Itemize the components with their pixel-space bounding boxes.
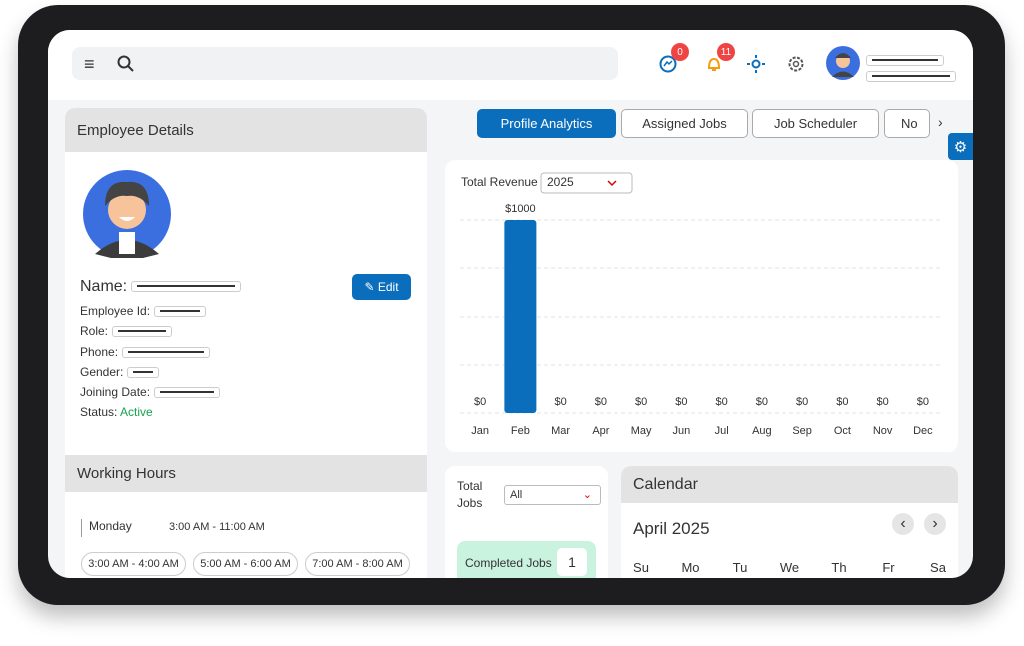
x-tick-label: Aug [752, 425, 772, 437]
x-tick-label: May [631, 425, 652, 437]
field-label: Phone: [80, 345, 119, 359]
jobs-card: Total Jobs All ⌄ Completed Jobs 1 [445, 466, 608, 578]
edit-label: Edit [377, 280, 399, 294]
prev-month[interactable]: ‹ [892, 513, 914, 535]
jobs-filter[interactable]: All ⌄ [504, 485, 601, 505]
theme-icon[interactable] [747, 55, 765, 73]
time-slot[interactable]: 5:00 AM - 6:00 AM [193, 552, 298, 576]
badge: 0 [671, 43, 689, 61]
x-tick-label: Nov [873, 425, 893, 437]
bell-icon[interactable] [705, 55, 723, 73]
month: April 2025 [633, 519, 710, 538]
year: 2025 [547, 175, 574, 189]
weekday: Fr [882, 560, 895, 575]
x-tick-label: Sep [792, 425, 812, 437]
field-label: Status: [80, 405, 118, 419]
x-tick-label: Oct [834, 425, 851, 437]
day: Monday [81, 519, 132, 537]
year-select[interactable] [540, 172, 633, 194]
weekday: Sa [930, 560, 946, 575]
calendar-card: Calendar April 2025 ‹ › Su Mo Tu We Th Fr Sa [621, 466, 958, 578]
tab[interactable]: Profile Analytics [477, 109, 616, 138]
messenger-icon[interactable] [659, 55, 677, 73]
weekday: Mo [681, 560, 700, 575]
completed-label: Completed Jobs [465, 556, 552, 570]
time-slot[interactable]: 7:00 AM - 8:00 AM [305, 552, 410, 576]
settings-toggle[interactable]: ⚙ [948, 133, 973, 160]
jobs-title: Total Jobs [457, 479, 483, 510]
x-tick-label: Jan [471, 425, 489, 437]
chart: Total Revenue 2025 Jan $0 Feb $1000 Mar $0 Apr… [460, 172, 943, 437]
weekday: Th [831, 560, 847, 575]
completed-count: 1 [557, 548, 587, 576]
chart-title: Total Revenue [461, 175, 538, 189]
value-label: $0 [796, 396, 808, 408]
value-label: $0 [917, 396, 929, 408]
x-tick-label: Jun [673, 425, 691, 437]
field-label: Employee Id: [80, 304, 151, 318]
employee-avatar [83, 170, 171, 258]
value-label: $0 [877, 396, 889, 408]
tab-scroll[interactable]: › [938, 114, 943, 130]
time-slot[interactable]: 3:00 AM - 4:00 AM [81, 552, 186, 576]
field-label: Joining Date: [80, 385, 151, 399]
tab[interactable]: Assigned Jobs [621, 109, 748, 138]
x-tick-label: Mar [551, 425, 570, 437]
filter-value: All [510, 489, 523, 501]
section-title: Calendar [621, 466, 958, 503]
section-title: Working Hours [65, 455, 427, 492]
screen: ≡ 0 11 Employee Details Name: ✎ Edit Emp… [48, 30, 973, 578]
employee-card: Employee Details Name: ✎ Edit Employee I… [65, 108, 427, 578]
value-label: $0 [836, 396, 848, 408]
revenue-card: Total Revenue 2025 Jan $0 Feb $1000 Mar $0 Apr… [445, 160, 958, 452]
value-label: $0 [675, 396, 687, 408]
value-label: $0 [595, 396, 607, 408]
settings-icon[interactable] [787, 55, 805, 73]
field-label: Gender: [80, 365, 124, 379]
hours-range: 3:00 AM - 11:00 AM [169, 521, 265, 533]
field-label: Role: [80, 324, 109, 338]
status: Active [120, 405, 153, 419]
value-label: $0 [474, 396, 486, 408]
menu-icon[interactable]: ≡ [84, 54, 95, 74]
tab[interactable]: No [884, 109, 930, 138]
x-tick-label: Apr [592, 425, 609, 437]
x-tick-label: Feb [511, 425, 530, 437]
value-label: $0 [716, 396, 728, 408]
completed-box: Completed Jobs 1 [457, 541, 596, 578]
x-tick-label: Jul [715, 425, 729, 437]
next-month[interactable]: › [924, 513, 946, 535]
name-label: Name: [80, 278, 128, 295]
weekday: Su [633, 560, 649, 575]
bar [504, 220, 537, 413]
value-label: $0 [756, 396, 768, 408]
search-bar[interactable] [72, 47, 618, 80]
tab[interactable]: Job Scheduler [752, 109, 879, 138]
weekday: Tu [732, 560, 748, 575]
search-icon[interactable] [117, 55, 135, 73]
weekday: We [779, 560, 800, 575]
badge: 11 [717, 43, 735, 61]
value-label: $0 [635, 396, 647, 408]
value-label: $0 [555, 396, 567, 408]
edit-button[interactable]: ✎ Edit [352, 274, 411, 300]
x-tick-label: Dec [913, 425, 933, 437]
value-label: $1000 [505, 203, 536, 215]
user-avatar[interactable] [826, 46, 860, 80]
section-title: Employee Details [65, 108, 427, 152]
